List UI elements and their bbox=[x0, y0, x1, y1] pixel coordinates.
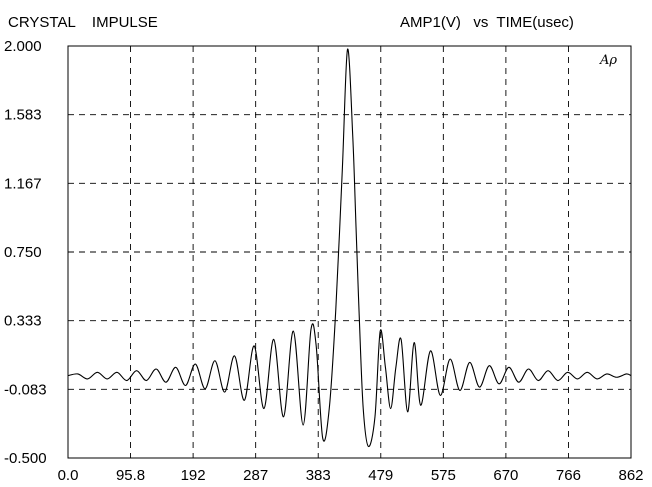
x-tick-label: 670 bbox=[493, 467, 518, 484]
corner-badge: Aρ bbox=[599, 53, 617, 68]
y-tick-label: 1.583 bbox=[4, 107, 42, 124]
y-tick-label: 0.333 bbox=[4, 313, 42, 330]
x-tick-label: 95.8 bbox=[116, 467, 145, 484]
x-tick-label: 0.0 bbox=[58, 467, 79, 484]
y-tick-label: 2.000 bbox=[4, 38, 42, 55]
x-axis-ticks: 0.0 95.8 192 287 383 479 575 670 766 862 bbox=[58, 467, 644, 484]
x-tick-label: 479 bbox=[368, 467, 393, 484]
x-tick-label: 192 bbox=[181, 467, 206, 484]
x-tick-label: 862 bbox=[618, 467, 643, 484]
y-axis-ticks: 2.000 1.583 1.167 0.750 0.333 -0.083 -0.500 bbox=[4, 38, 47, 467]
grid bbox=[68, 46, 631, 458]
axes-description: AMP1(V) vs TIME(usec) bbox=[400, 14, 574, 31]
y-tick-label: -0.083 bbox=[4, 381, 47, 398]
x-tick-label: 383 bbox=[306, 467, 331, 484]
y-tick-label: -0.500 bbox=[4, 450, 47, 467]
series-line bbox=[67, 48, 632, 448]
x-tick-label: 575 bbox=[431, 467, 456, 484]
y-tick-label: 1.167 bbox=[4, 175, 42, 192]
chart-title: CRYSTAL IMPULSE bbox=[8, 14, 158, 31]
y-tick-label: 0.750 bbox=[4, 244, 42, 261]
x-tick-label: 766 bbox=[556, 467, 581, 484]
x-tick-label: 287 bbox=[243, 467, 268, 484]
